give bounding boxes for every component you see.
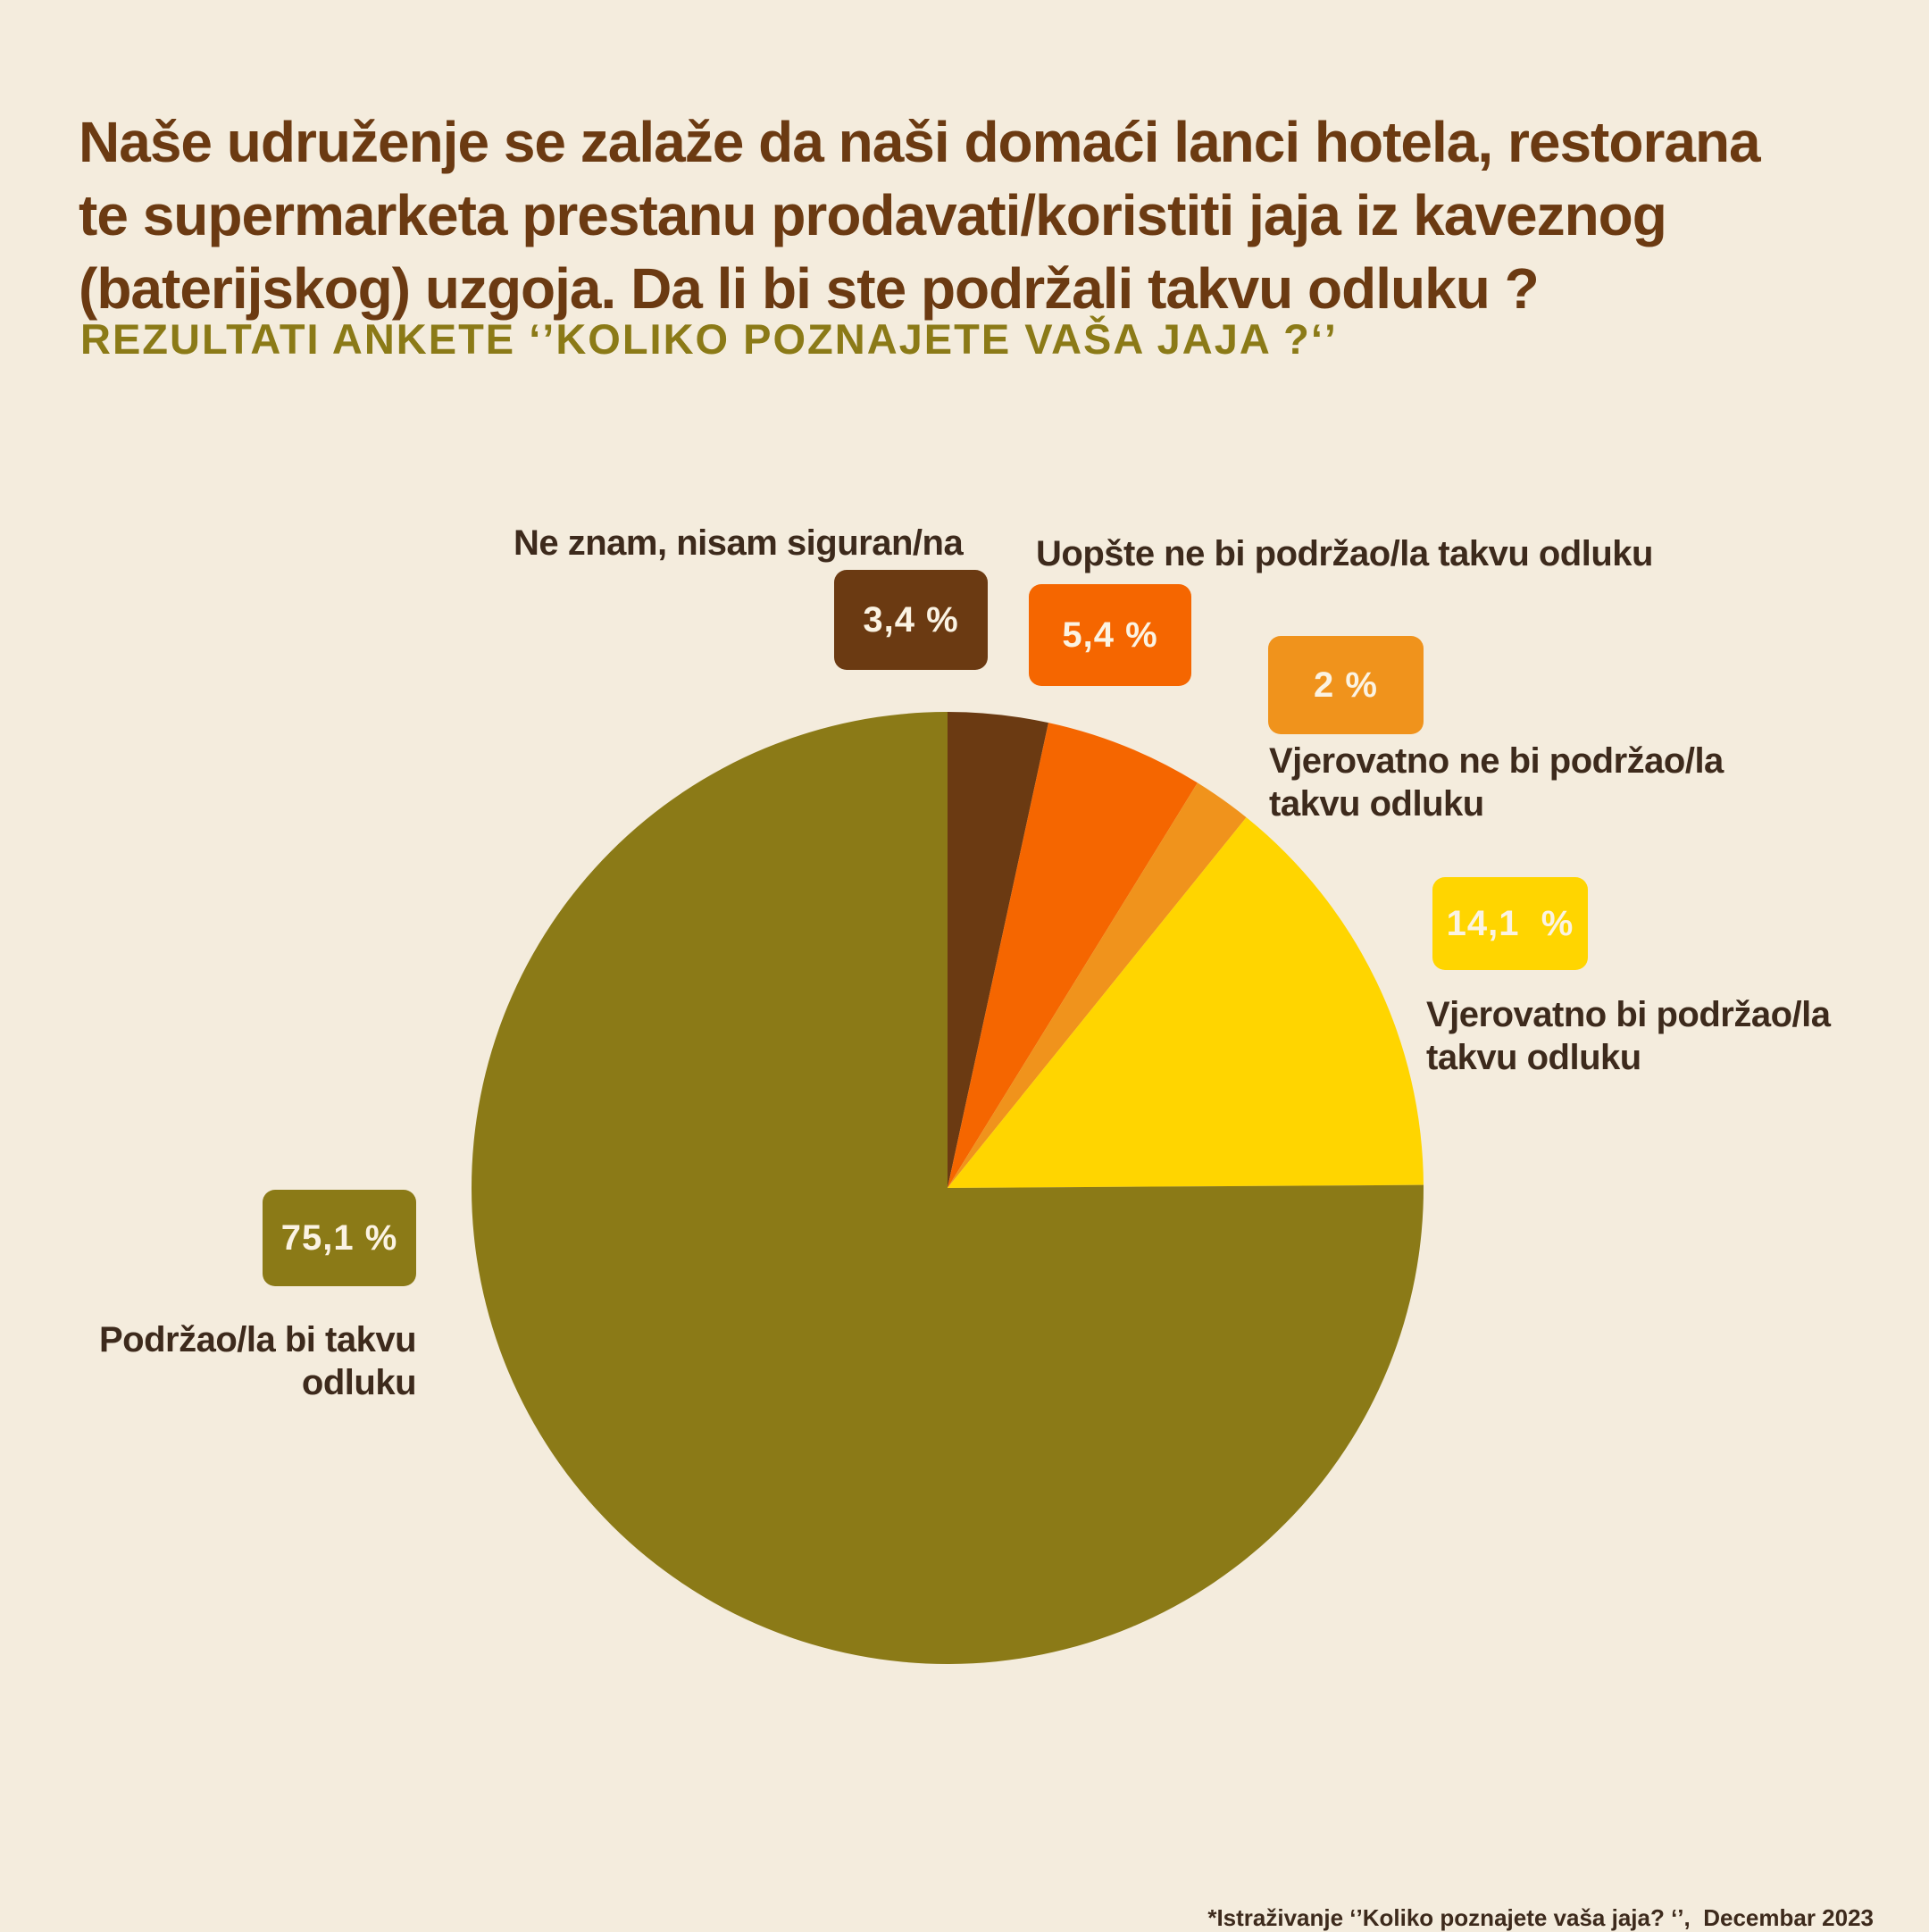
- slice-label-vjerovatno-bi: Vjerovatno bi podržao/la takvu odluku: [1426, 995, 1831, 1077]
- pie-slice-ne-znam: [948, 712, 1048, 1188]
- pie-slice-vjerovatno-ne: [948, 782, 1247, 1188]
- pie-slice-uopste-ne: [948, 723, 1198, 1188]
- chart-title: Naše udruženje se zalaže da naši domaći …: [79, 110, 1761, 321]
- chart-subtitle: REZULTATI ANKETE ‘’KOLIKO POZNAJETE VAŠA…: [80, 315, 1338, 363]
- slice-label-podrzao: Podržao/la bi takvu odluku: [98, 1320, 417, 1402]
- slice-value-podrzao: 75,1 %: [263, 1190, 416, 1286]
- slice-value-uopste-ne: 5,4 %: [1029, 584, 1191, 686]
- footnote: *Istraživanje ‘’Koliko poznajete vaša ja…: [1207, 1904, 1874, 1931]
- pie-slice-podrzao: [471, 712, 1424, 1664]
- slice-label-uopste-ne: Uopšte ne bi podržao/la takvu odluku: [1036, 534, 1653, 573]
- slice-value-ne-znam: 3,4 %: [834, 570, 988, 670]
- slice-value-vjerovatno-ne: 2 %: [1268, 636, 1424, 734]
- slice-label-vjerovatno-ne: Vjerovatno ne bi podržao/la takvu odluku: [1269, 741, 1724, 824]
- slice-label-ne-znam: Ne znam, nisam siguran/na: [514, 523, 964, 563]
- slice-value-vjerovatno-bi: 14,1 %: [1432, 877, 1588, 970]
- pie-slice-vjerovatno-bi: [948, 817, 1424, 1188]
